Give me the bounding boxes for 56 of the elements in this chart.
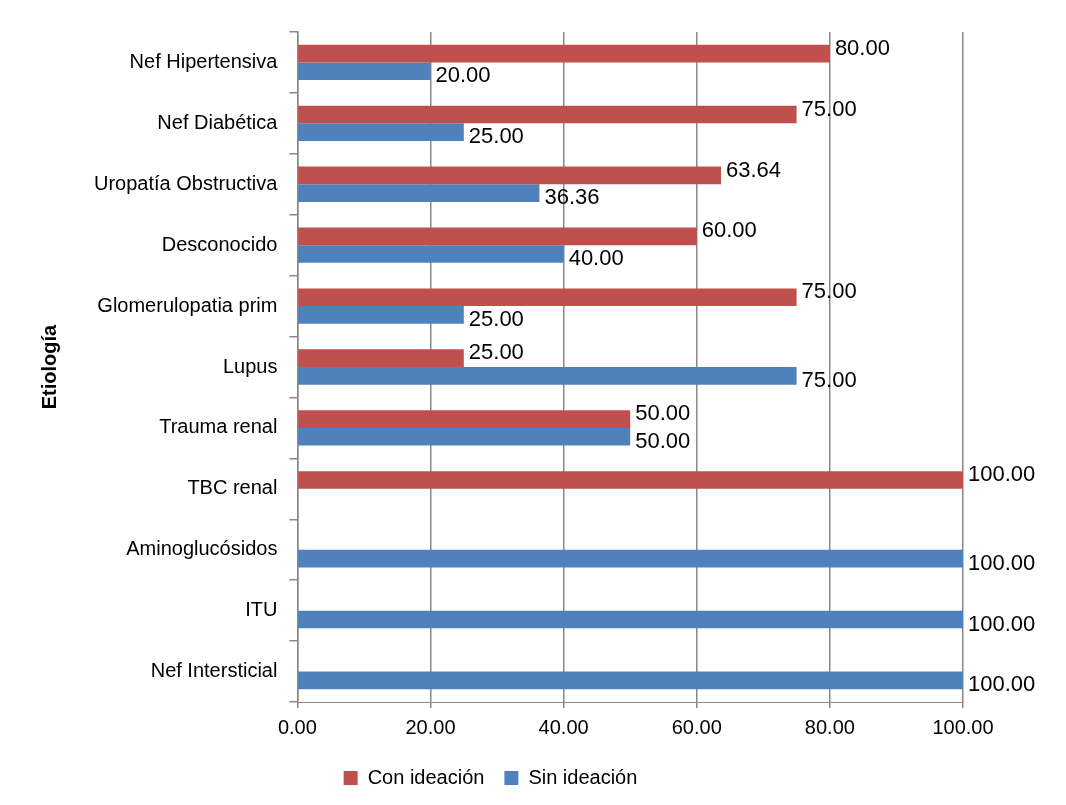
y-tick-label: Trauma renal (159, 415, 278, 438)
bar (298, 549, 963, 568)
data-label: 25.00 (468, 305, 524, 331)
data-label: 75.00 (801, 366, 857, 392)
y-tick-label: Uropatía Obstructiva (93, 171, 279, 194)
bar (298, 166, 721, 185)
bar (298, 349, 464, 367)
data-label: 40.00 (568, 245, 624, 271)
bar (298, 44, 830, 63)
y-tick-label: TBC renal (187, 476, 278, 499)
bar (298, 427, 631, 446)
data-label: 100.00 (968, 610, 1036, 636)
bar (298, 471, 963, 489)
data-label: 63.64 (725, 156, 782, 182)
y-tick-label: Nef Intersticial (150, 659, 278, 682)
bar (298, 62, 431, 81)
bar (298, 245, 564, 263)
y-tick-label: Aminoglucósidos (126, 537, 278, 560)
data-label: 80.00 (834, 34, 890, 60)
bar (298, 610, 963, 629)
data-label: 50.00 (635, 400, 691, 426)
bar (298, 410, 631, 428)
legend-label: Con ideación (367, 765, 485, 788)
data-label: 20.00 (435, 62, 491, 88)
x-tick-label: 100.00 (932, 715, 994, 738)
bar (298, 227, 697, 246)
x-tick-label: 80.00 (804, 715, 855, 738)
bar (298, 306, 464, 324)
data-label: 25.00 (468, 123, 524, 149)
data-label: 100.00 (968, 549, 1036, 575)
bar (298, 184, 540, 202)
bar (298, 288, 797, 307)
legend-label: Sin ideación (528, 765, 638, 788)
data-label: 75.00 (801, 95, 857, 121)
data-label: 60.00 (701, 217, 757, 243)
y-tick-label: Desconocido (161, 232, 278, 255)
data-label: 50.00 (635, 427, 691, 453)
bar (298, 671, 963, 690)
data-label: 25.00 (468, 339, 524, 365)
y-tick-label: Glomerulopatia prim (97, 293, 278, 316)
x-tick-label: 0.00 (277, 715, 317, 738)
y-tick-label: Lupus (222, 354, 278, 377)
data-label: 36.36 (544, 184, 600, 210)
y-tick-label: Nef Hipertensiva (129, 49, 279, 72)
x-tick-label: 20.00 (405, 715, 456, 738)
y-tick-label: Nef Diabética (157, 110, 279, 133)
bar (298, 105, 797, 124)
data-label: 100.00 (968, 671, 1036, 697)
x-tick-label: 60.00 (671, 715, 722, 738)
y-axis-title: Etiología (37, 323, 60, 410)
data-label: 100.00 (968, 461, 1036, 487)
x-tick-label: 40.00 (538, 715, 589, 738)
data-label: 75.00 (801, 278, 857, 304)
y-tick-label: ITU (245, 598, 278, 621)
bar (298, 123, 464, 142)
bar (298, 367, 797, 385)
